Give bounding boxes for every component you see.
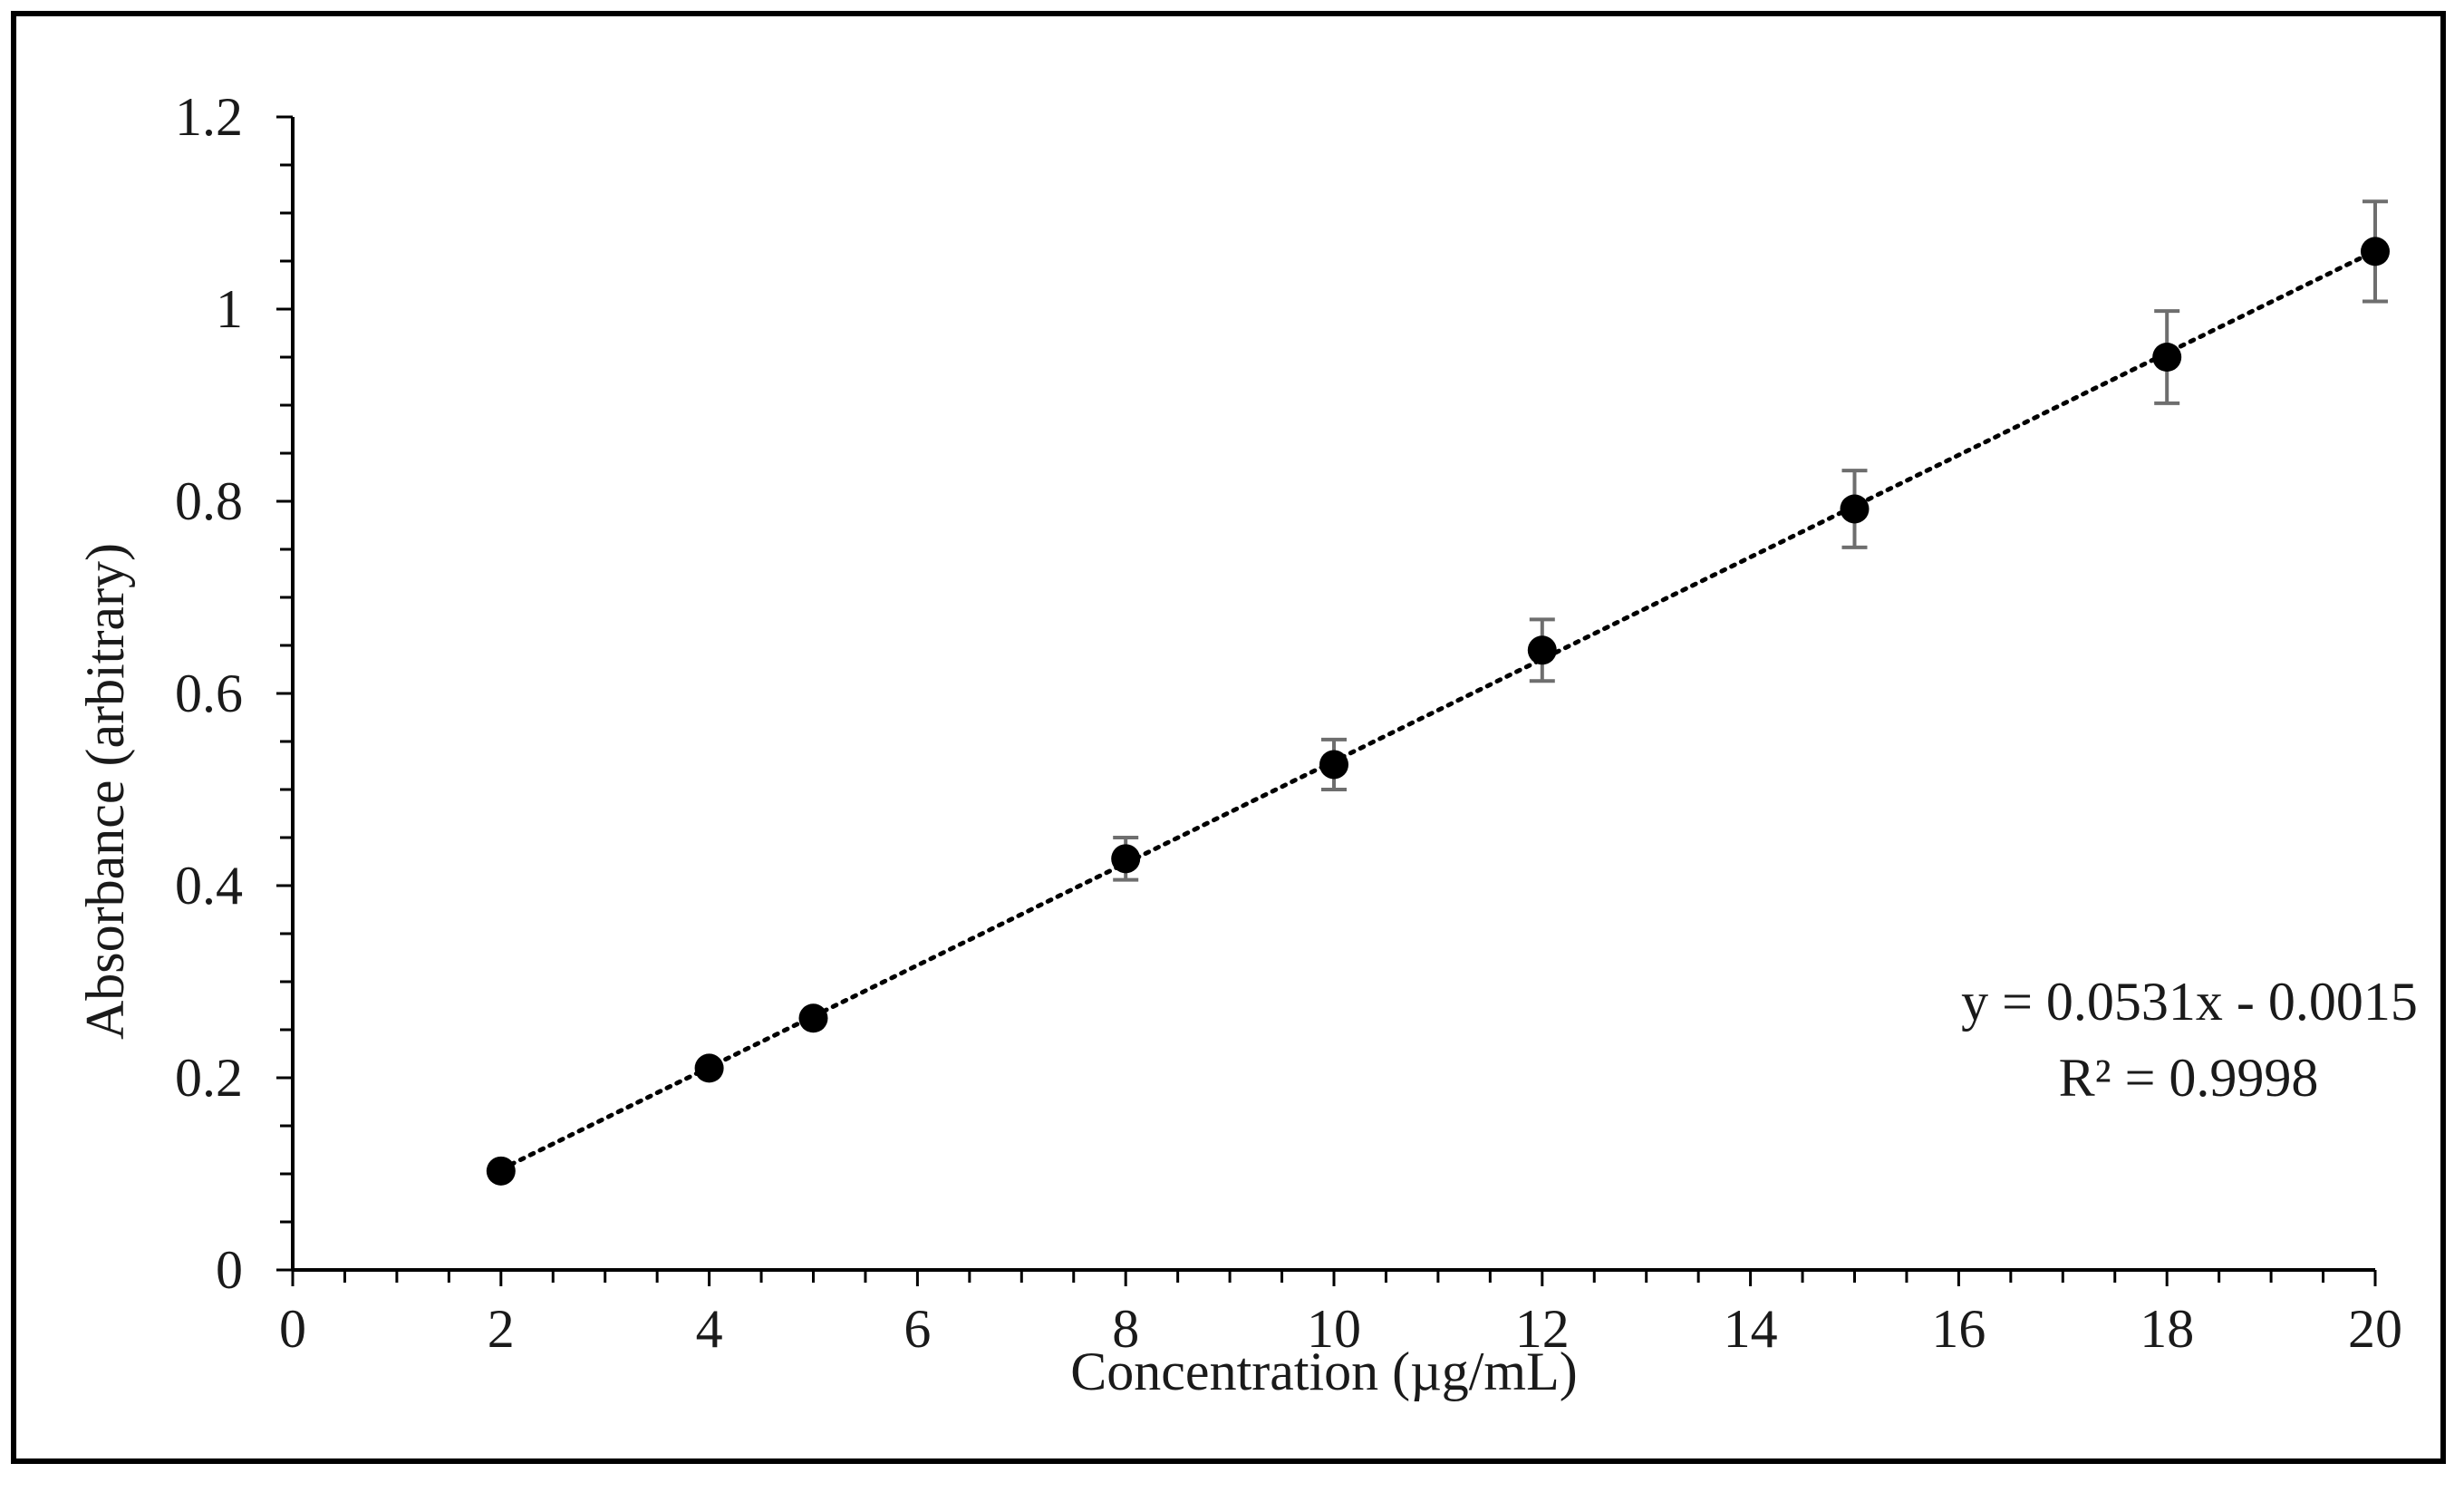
data-point [1319, 750, 1348, 780]
x-tick-label: 10 [1307, 1299, 1361, 1359]
y-tick-label: 1.2 [175, 87, 243, 147]
x-tick-label: 4 [696, 1299, 723, 1359]
r-squared-label: R² = 0.9998 [2059, 1048, 2319, 1108]
data-point [1111, 844, 1141, 874]
x-tick-label: 8 [1112, 1299, 1139, 1359]
calibration-chart: 0 2 4 6 8 10 12 14 16 18 20 0 0.2 0.4 0.6 0.8 1 1.2 Conc… [75, 87, 2418, 1401]
data-point [2361, 237, 2390, 266]
x-axis-ticks: 0 2 4 6 8 10 12 14 16 18 20 [279, 1270, 2402, 1359]
x-axis-title: Concentration (µg/mL) [1070, 1342, 1577, 1401]
trendline-group [498, 248, 2378, 1172]
y-tick-label: 1 [216, 279, 243, 339]
x-tick-label: 0 [279, 1299, 306, 1359]
data-point [1840, 494, 1870, 524]
x-tick-label: 16 [1931, 1299, 1986, 1359]
data-point [486, 1156, 516, 1186]
y-tick-label: 0.2 [175, 1048, 243, 1108]
x-tick-label: 6 [903, 1299, 931, 1359]
trendline-equation: y = 0.0531x - 0.0015 [1961, 972, 2418, 1032]
data-point [1527, 635, 1557, 665]
data-point [798, 1003, 828, 1033]
y-tick-label: 0.4 [175, 856, 243, 916]
trendline [498, 248, 2378, 1172]
y-tick-label: 0 [216, 1240, 243, 1300]
data-points [486, 237, 2390, 1186]
y-tick-label: 0.8 [175, 471, 243, 531]
x-tick-label: 12 [1515, 1299, 1570, 1359]
y-axis-title: Absorbance (arbitrary) [75, 543, 135, 1040]
x-tick-label: 14 [1724, 1299, 1778, 1359]
x-tick-label: 2 [488, 1299, 515, 1359]
y-tick-label: 0.6 [175, 664, 243, 723]
x-tick-label: 18 [2140, 1299, 2194, 1359]
chart-frame: 0 2 4 6 8 10 12 14 16 18 20 0 0.2 0.4 0.6 0.8 1 1.2 Conc… [11, 11, 2446, 1464]
data-point [694, 1053, 724, 1083]
data-point [2152, 343, 2182, 372]
y-axis-ticks: 0 0.2 0.4 0.6 0.8 1 1.2 [175, 87, 293, 1300]
x-tick-label: 20 [2348, 1299, 2402, 1359]
